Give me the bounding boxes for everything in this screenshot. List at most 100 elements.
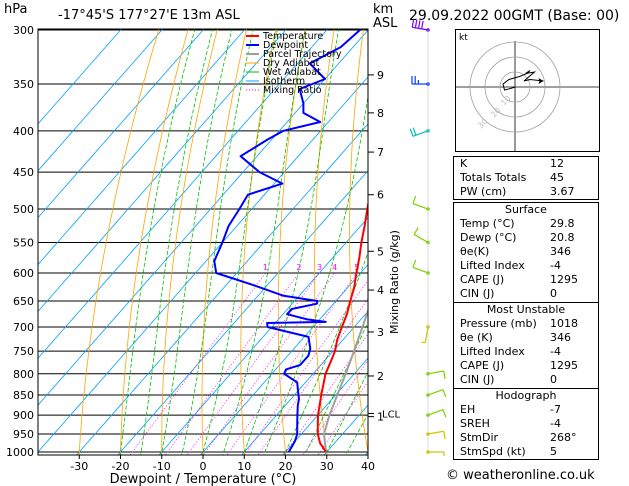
- wet-adiabat-line: [160, 29, 233, 455]
- temperature-tick-label: 20: [279, 460, 293, 473]
- index-row-k: K 12: [460, 157, 564, 170]
- wet-adiabat-line: [345, 413, 368, 455]
- km-tick-label: 7: [377, 146, 384, 159]
- most-unstable-row: Lifted Index -4: [460, 345, 561, 358]
- mixing-ratio-line: [243, 279, 368, 455]
- mixing-ratio-label: 4: [332, 263, 337, 272]
- isotherm-line: [38, 29, 329, 359]
- dry-adiabat-line: [78, 29, 160, 455]
- legend-label: Dewpoint: [263, 40, 308, 51]
- mixing-ratio-line: [302, 359, 368, 455]
- km-tick-label: 6: [377, 189, 384, 202]
- wind-barb: [426, 450, 445, 456]
- mixing-ratio-line: [164, 272, 300, 455]
- surface-row: CIN (J) 0: [460, 287, 557, 300]
- wet-adiabat-line: [222, 29, 306, 455]
- wet-adiabat-line: [119, 29, 196, 455]
- dry-adiabat-line: [201, 29, 248, 455]
- km-tick-label: 9: [377, 69, 384, 82]
- location-title: -17°45'S 177°27'E 13m ASL: [58, 8, 240, 23]
- mixing-ratio-line: [283, 333, 368, 455]
- temperature-tick-label: -10: [153, 460, 171, 473]
- pressure-tick-label: 800: [13, 368, 34, 381]
- temperature-tick-label: 10: [237, 460, 251, 473]
- dry-adiabat-line: [623, 0, 629, 469]
- parcel-trajectory-profile: [323, 307, 368, 453]
- isotherm-line: [117, 170, 368, 455]
- hodograph-row: StmDir 268°: [460, 431, 577, 444]
- most-unstable-row: Pressure (mb) 1018: [460, 317, 578, 330]
- most-unstable-title: Most Unstable: [486, 303, 566, 316]
- mixing-ratio-line: [226, 272, 358, 455]
- wind-barb: [412, 195, 430, 211]
- surface-row: Temp (°C) 29.8: [460, 217, 575, 230]
- dry-adiabat-line: [416, 0, 454, 469]
- hodograph: kt 10 20 30: [455, 29, 600, 152]
- wet-adiabat-line: [263, 93, 368, 455]
- hodograph-trace: [502, 70, 544, 91]
- mixing-ratio-label: 3: [317, 263, 322, 272]
- mixing-ratio-line: [186, 272, 320, 455]
- mixing-ratio-label: 25: [437, 263, 447, 272]
- dry-adiabat-line: [240, 29, 277, 455]
- index-row-pw: PW (cm) 3.67: [460, 185, 575, 198]
- pressure-unit-label: hPa: [4, 2, 28, 17]
- km-tick-label: 3: [377, 326, 384, 339]
- pressure-tick-label: 650: [13, 295, 34, 308]
- mixing-ratio-label: 2: [296, 263, 301, 272]
- temperature-tick-label: 0: [200, 460, 207, 473]
- isotherm-line: [282, 357, 368, 455]
- pressure-tick-label: 350: [13, 78, 34, 91]
- dry-adiabat-line: [277, 29, 306, 455]
- wet-adiabat-line: [140, 29, 214, 455]
- pressure-tick-label: 450: [13, 166, 34, 179]
- most-unstable-row: θe (K) 346: [460, 331, 571, 344]
- surface-table: Surface Temp (°C) 29.8 Dewp (°C) 20.8 θe(K…: [453, 202, 599, 460]
- legend-label: Temperature: [262, 31, 323, 42]
- wind-barb: [412, 259, 430, 275]
- km-unit-label: km: [373, 2, 394, 17]
- isotherm-line: [38, 29, 164, 172]
- temperature-profile: [316, 199, 368, 453]
- legend-label: Isotherm: [263, 76, 305, 87]
- temperature-tick-label: 40: [361, 460, 375, 473]
- mixing-ratio-label: 20: [423, 263, 433, 272]
- wind-barb: [426, 409, 447, 418]
- most-unstable-row: CAPE (J) 1295: [460, 359, 578, 372]
- wind-barb: [411, 19, 430, 32]
- isotherm-line: [38, 29, 368, 406]
- indices-table: K 12 Totals Totals 45 PW (cm) 3.67: [453, 156, 599, 200]
- pressure-tick-label: 750: [13, 345, 34, 358]
- mixing-ratio-line: [202, 272, 336, 455]
- pressure-tick-label: 500: [13, 203, 34, 216]
- hodograph-row: EH -7: [460, 403, 561, 416]
- km-tick-label: 8: [377, 107, 384, 120]
- wind-barb: [413, 227, 430, 245]
- asl-unit-label: ASL: [373, 16, 398, 31]
- isotherm-line: [38, 29, 246, 266]
- hodograph-ring: [484, 56, 546, 118]
- mixing-ratio-label: 1: [263, 263, 268, 272]
- mixing-ratio-line: [129, 272, 266, 455]
- surface-title: Surface: [505, 203, 547, 216]
- surface-row: CAPE (J) 1295: [460, 273, 578, 286]
- hodograph-unit: kt: [459, 33, 468, 43]
- legend-label: Mixing Ratio: [263, 85, 322, 96]
- hodograph-ring: [469, 41, 561, 133]
- surface-row: Dewp (°C) 20.8: [460, 231, 575, 244]
- x-axis-title: Dewpoint / Temperature (°C): [110, 472, 297, 486]
- copyright-footer: © weatheronline.co.uk: [446, 468, 595, 483]
- isotherm-line: [38, 29, 205, 219]
- isotherm-line: [38, 76, 368, 453]
- wind-barb: [411, 76, 430, 86]
- most-unstable-row: CIN (J) 0: [460, 373, 557, 386]
- pressure-tick-label: 700: [13, 321, 34, 334]
- index-row-totals: Totals Totals 45: [460, 171, 564, 184]
- pressure-tick-label: 1000: [6, 446, 34, 459]
- mixing-ratio-line: [257, 298, 368, 455]
- wet-adiabat-line: [181, 29, 254, 455]
- lcl-label: LCL: [382, 410, 401, 421]
- dewpoint-profile: [213, 29, 361, 453]
